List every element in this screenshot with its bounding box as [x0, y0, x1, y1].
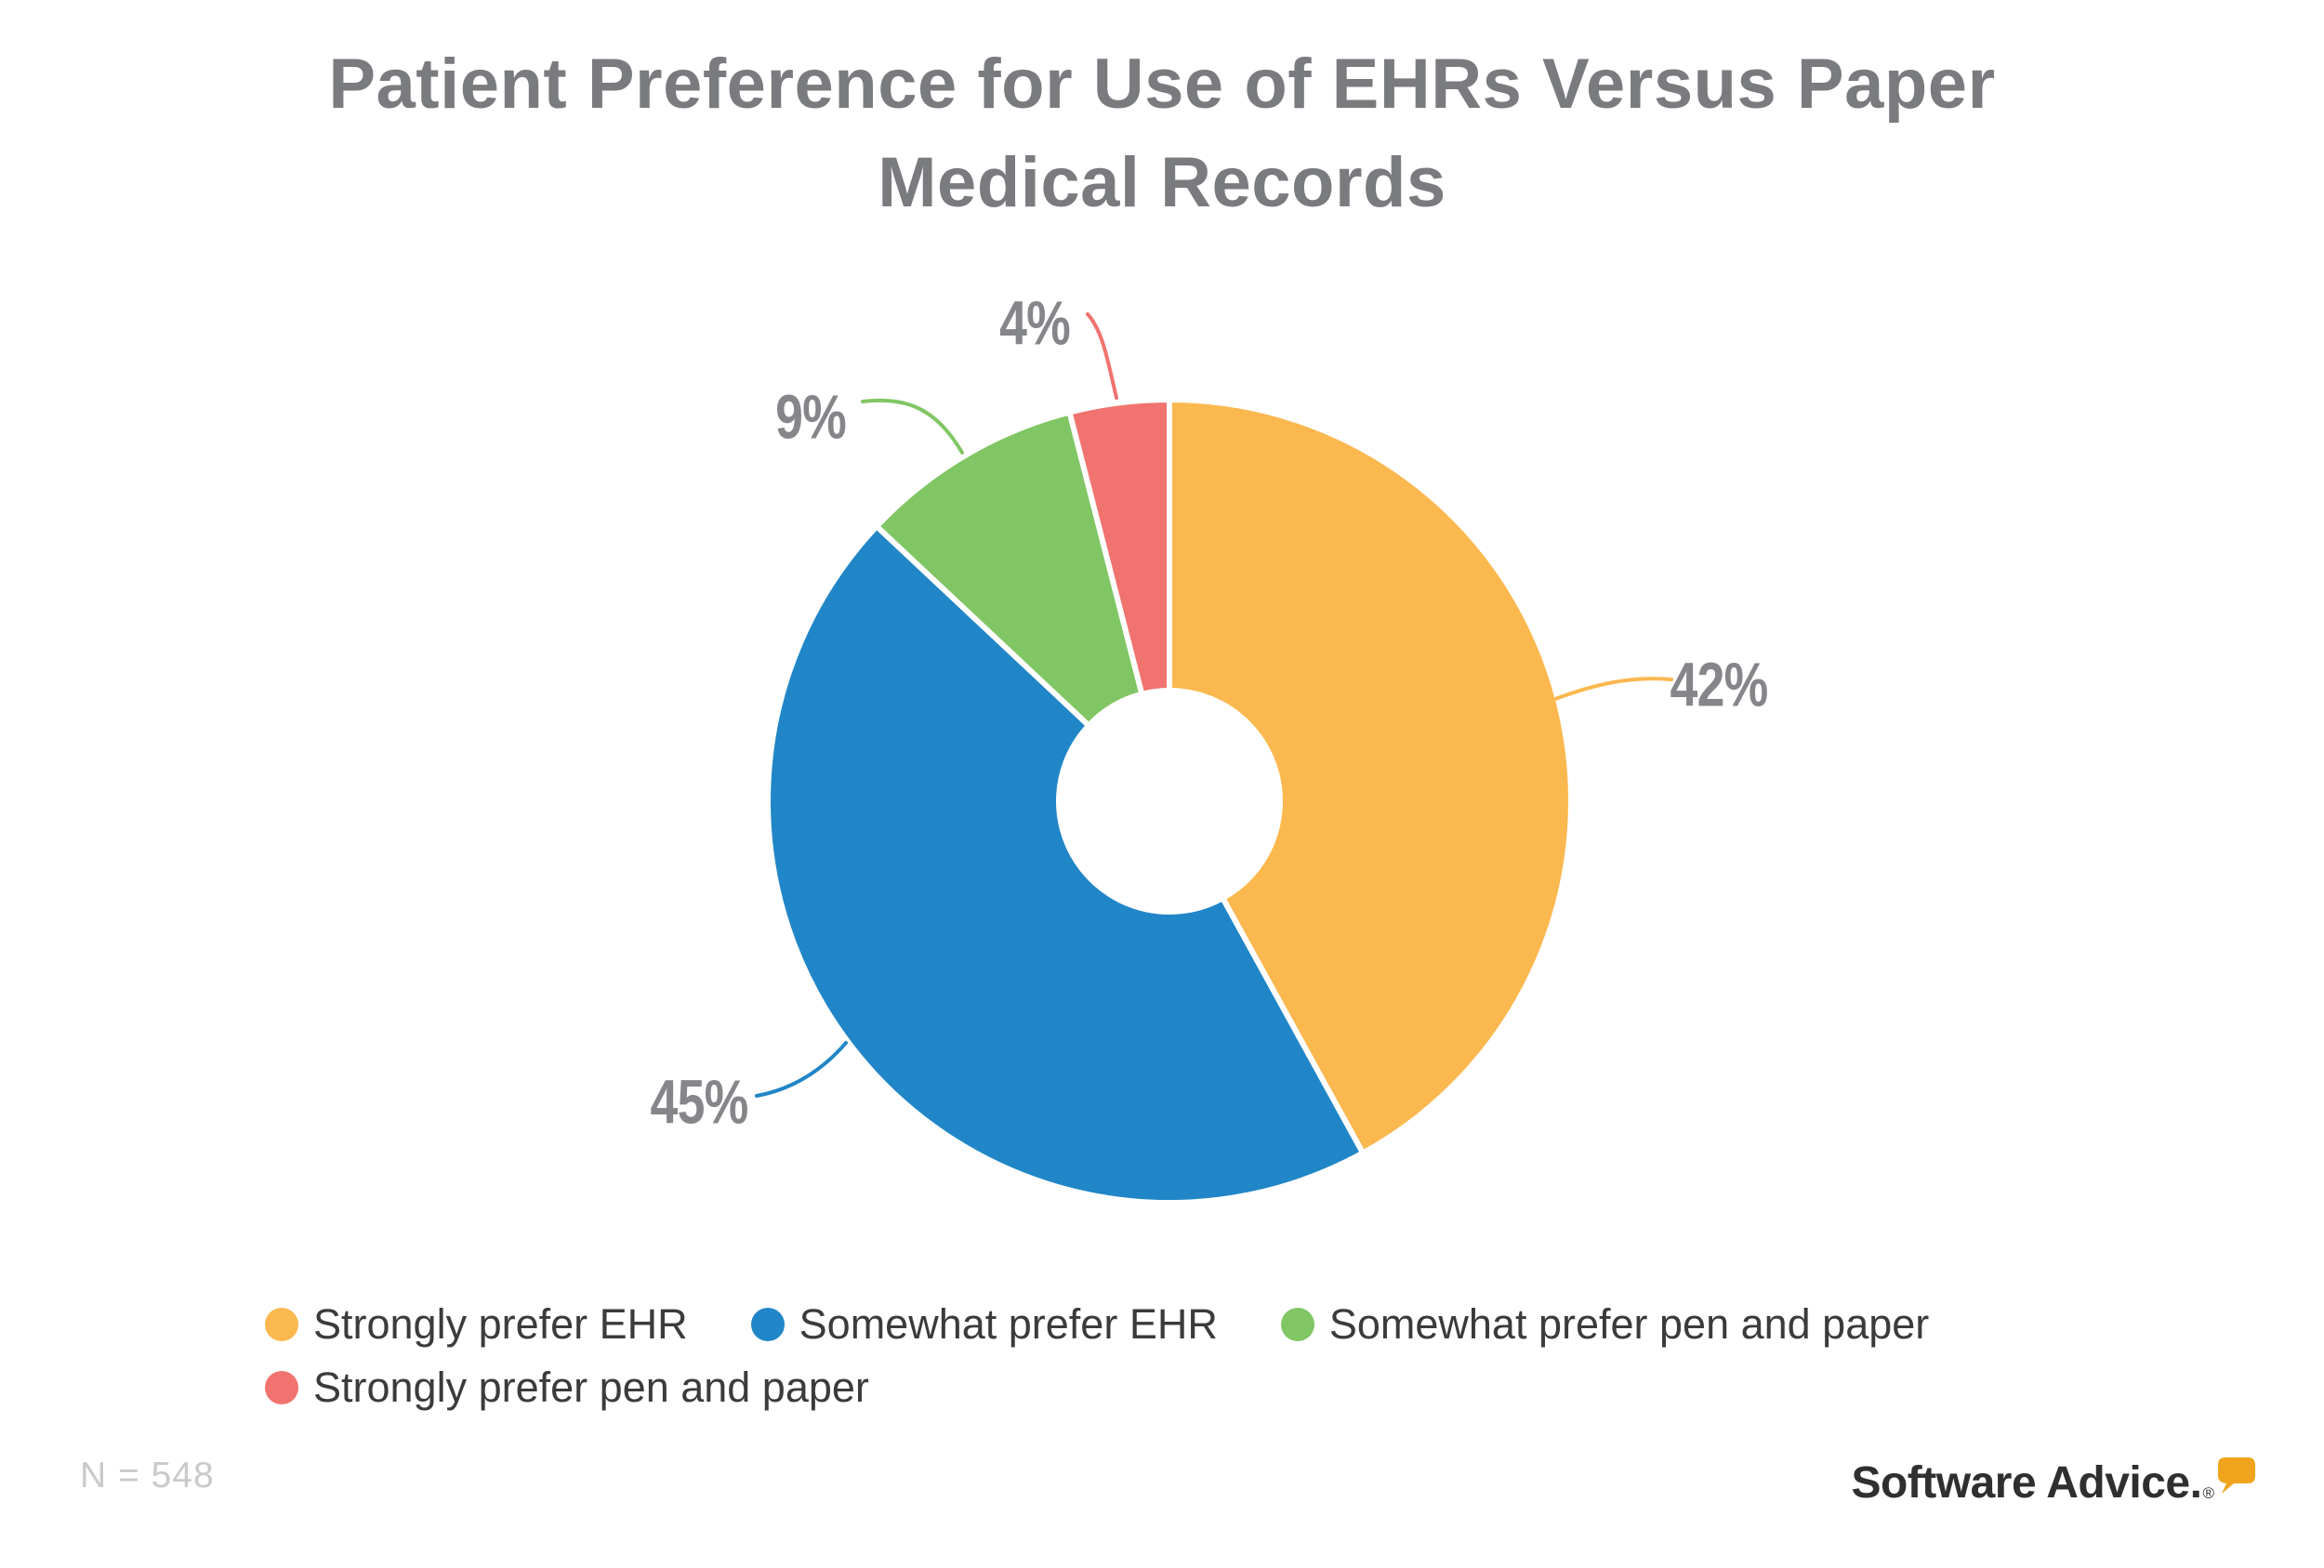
slice-label-strongly-prefer-pen-and-paper: 4%: [999, 288, 1071, 359]
leader-line-1: [755, 1041, 848, 1098]
legend-item-label: Somewhat prefer pen and paper: [1328, 1300, 1930, 1348]
legend-dot-icon: [750, 1308, 785, 1341]
chart-title-line2: Medical Records: [878, 143, 1446, 223]
legend-item-0: Strongly prefer EHR: [265, 1299, 688, 1350]
brand-name: Software Advice.: [1851, 1458, 2202, 1508]
leader-line-3: [1086, 312, 1118, 400]
chart-title-line1: Patient Preference for Use of EHRs Versu…: [328, 45, 1996, 124]
legend: Strongly prefer EHR Somewhat prefer EHR So…: [265, 1299, 2133, 1413]
leader-line-0: [1553, 677, 1673, 701]
registered-mark: ®: [2202, 1484, 2214, 1502]
legend-dot-icon: [265, 1371, 298, 1404]
legend-item-1: Somewhat prefer EHR: [750, 1299, 1218, 1350]
legend-item-3: Strongly prefer pen and paper: [265, 1363, 869, 1413]
legend-item-2: Somewhat prefer pen and paper: [1280, 1299, 1930, 1350]
donut-slice-2: [874, 409, 1145, 729]
legend-dot-icon: [265, 1308, 298, 1341]
slice-label-strongly-prefer-ehr: 42%: [1670, 650, 1769, 720]
legend-dot-icon: [1280, 1308, 1314, 1341]
slice-label-somewhat-prefer-ehr: 45%: [650, 1067, 749, 1138]
leader-line-2: [861, 398, 964, 455]
sample-size-note: N = 548: [80, 1456, 215, 1496]
legend-item-label: Strongly prefer EHR: [313, 1300, 688, 1348]
slice-label-somewhat-prefer-pen-and-paper: 9%: [775, 382, 847, 453]
speech-bubble-icon: [2218, 1457, 2255, 1494]
donut-slice-1: [765, 523, 1367, 1206]
legend-item-label: Strongly prefer pen and paper: [313, 1364, 869, 1411]
donut-slice-3: [1066, 397, 1172, 697]
legend-item-label: Somewhat prefer EHR: [799, 1300, 1218, 1348]
software-advice-logo: Software Advice. ®: [1851, 1457, 2255, 1508]
chart-title: Patient Preference for Use of EHRs Versu…: [0, 35, 2324, 233]
donut-slice-0: [1167, 397, 1574, 1156]
